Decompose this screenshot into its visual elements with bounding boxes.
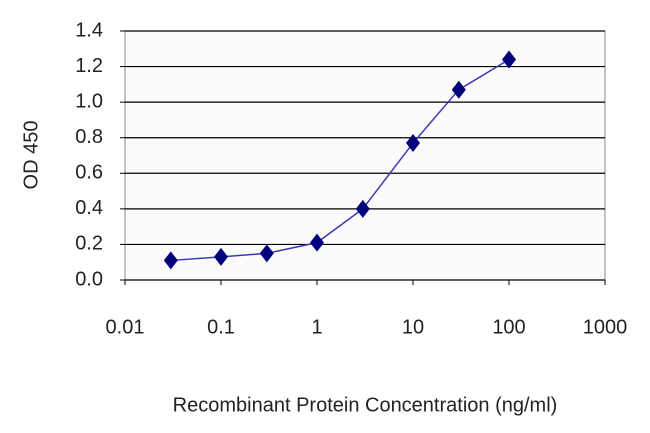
x-axis-label: Recombinant Protein Concentration (ng/ml… [173,394,558,416]
marker [406,134,420,153]
marker [502,50,516,69]
y-axis-label: OD 450 [20,121,42,190]
y-tick-label: 1.2 [75,55,103,77]
marker [355,199,370,218]
x-tick-label: 0.01 [106,316,145,338]
x-tick-label: 1000 [583,316,628,338]
y-tick-label: 0.0 [75,268,103,290]
y-tick-label: 1.4 [75,19,103,41]
y-tick-label: 0.4 [75,197,103,219]
y-tick-label: 0.8 [75,126,103,148]
marker [214,247,228,266]
marker [310,233,324,252]
x-tick-label: 1 [311,316,322,338]
y-tick-label: 0.2 [75,233,103,255]
y-tick-label: 1.0 [75,90,103,112]
marker [163,251,178,270]
plot-area [124,30,606,281]
marker [259,244,274,263]
x-tick-label: 0.1 [207,316,235,338]
x-tick-label: 10 [402,316,424,338]
line [170,58,510,262]
x-tick-label: 100 [492,316,525,338]
y-tick-label: 0.6 [75,162,103,184]
marker [451,80,466,99]
